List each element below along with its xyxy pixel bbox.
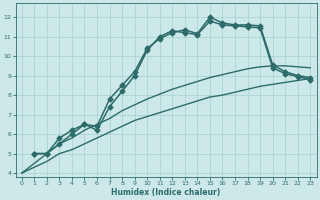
X-axis label: Humidex (Indice chaleur): Humidex (Indice chaleur) xyxy=(111,188,221,197)
